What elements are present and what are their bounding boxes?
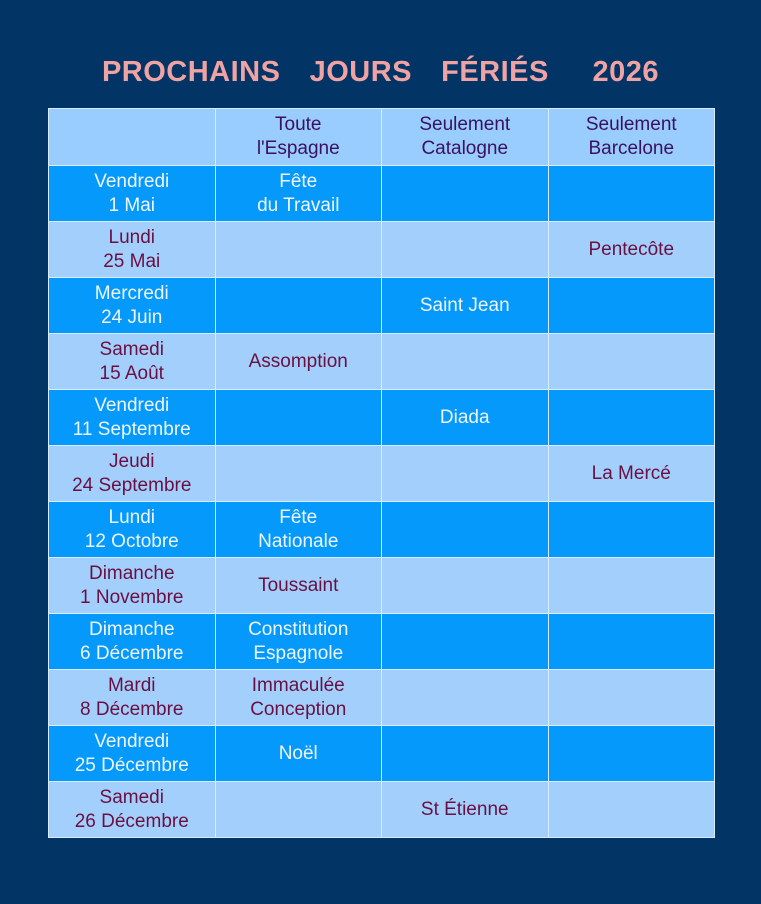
table-row: Lundi 25 Mai Pentecôte bbox=[48, 221, 715, 278]
table-row: Jeudi 24 Septembre La Mercé bbox=[48, 445, 715, 502]
cell-catalonia bbox=[381, 165, 549, 222]
table-row: Samedi 15 Août Assomption bbox=[48, 333, 715, 390]
table-row: Vendredi 1 Mai Fête du Travail bbox=[48, 165, 715, 222]
cell-catalonia bbox=[381, 613, 549, 670]
cell-catalonia bbox=[381, 557, 549, 614]
cell-date: Samedi 26 Décembre bbox=[48, 781, 216, 838]
cell-spain bbox=[214, 445, 382, 502]
header-cell-catalonia: Seulement Catalogne bbox=[381, 108, 549, 166]
cell-spain bbox=[214, 389, 382, 446]
cell-barcelona bbox=[547, 613, 715, 670]
table-row: Mercredi 24 Juin Saint Jean bbox=[48, 277, 715, 334]
cell-barcelona bbox=[547, 501, 715, 558]
cell-date: Mercredi 24 Juin bbox=[48, 277, 216, 334]
table-row: Lundi 12 Octobre Fête Nationale bbox=[48, 501, 715, 558]
cell-catalonia bbox=[381, 501, 549, 558]
cell-spain: Constitution Espagnole bbox=[214, 613, 382, 670]
page-title: PROCHAINS JOURS FÉRIÉS 2026 bbox=[101, 56, 660, 88]
cell-date: Jeudi 24 Septembre bbox=[48, 445, 216, 502]
holidays-table: Toute l'Espagne Seulement Catalogne Seulem… bbox=[48, 108, 715, 838]
cell-spain: Immaculée Conception bbox=[214, 669, 382, 726]
cell-date: Lundi 12 Octobre bbox=[48, 501, 216, 558]
cell-catalonia bbox=[381, 445, 549, 502]
header-cell-spain: Toute l'Espagne bbox=[214, 108, 382, 166]
table-row: Mardi 8 Décembre Immaculée Conception bbox=[48, 669, 715, 726]
cell-date: Vendredi 1 Mai bbox=[48, 165, 216, 222]
header-cell-date bbox=[48, 108, 216, 166]
cell-date: Vendredi 25 Décembre bbox=[48, 725, 216, 782]
cell-date: Lundi 25 Mai bbox=[48, 221, 216, 278]
cell-date: Samedi 15 Août bbox=[48, 333, 216, 390]
table-row: Samedi 26 Décembre St Étienne bbox=[48, 781, 715, 838]
cell-catalonia bbox=[381, 725, 549, 782]
cell-barcelona bbox=[547, 725, 715, 782]
cell-date: Mardi 8 Décembre bbox=[48, 669, 216, 726]
cell-catalonia: Saint Jean bbox=[381, 277, 549, 334]
table-row: Vendredi 25 Décembre Noël bbox=[48, 725, 715, 782]
cell-catalonia: St Étienne bbox=[381, 781, 549, 838]
cell-barcelona bbox=[547, 781, 715, 838]
cell-spain: Toussaint bbox=[214, 557, 382, 614]
table-row: Dimanche 1 Novembre Toussaint bbox=[48, 557, 715, 614]
cell-catalonia bbox=[381, 333, 549, 390]
cell-spain: Fête Nationale bbox=[214, 501, 382, 558]
cell-barcelona bbox=[547, 669, 715, 726]
cell-spain bbox=[214, 277, 382, 334]
cell-catalonia: Diada bbox=[381, 389, 549, 446]
cell-barcelona: La Mercé bbox=[547, 445, 715, 502]
table-row: Vendredi 11 Septembre Diada bbox=[48, 389, 715, 446]
header-row: Toute l'Espagne Seulement Catalogne Seulem… bbox=[48, 108, 715, 166]
cell-spain bbox=[214, 221, 382, 278]
cell-spain: Assomption bbox=[214, 333, 382, 390]
header-cell-barcelona: Seulement Barcelone bbox=[547, 108, 715, 166]
cell-barcelona bbox=[547, 333, 715, 390]
cell-spain bbox=[214, 781, 382, 838]
cell-barcelona bbox=[547, 557, 715, 614]
cell-spain: Noël bbox=[214, 725, 382, 782]
cell-barcelona: Pentecôte bbox=[547, 221, 715, 278]
cell-spain: Fête du Travail bbox=[214, 165, 382, 222]
cell-barcelona bbox=[547, 277, 715, 334]
cell-date: Vendredi 11 Septembre bbox=[48, 389, 216, 446]
cell-catalonia bbox=[381, 669, 549, 726]
table-row: Dimanche 6 Décembre Constitution Espagnol… bbox=[48, 613, 715, 670]
cell-date: Dimanche 6 Décembre bbox=[48, 613, 216, 670]
cell-catalonia bbox=[381, 221, 549, 278]
cell-barcelona bbox=[547, 389, 715, 446]
cell-date: Dimanche 1 Novembre bbox=[48, 557, 216, 614]
cell-barcelona bbox=[547, 165, 715, 222]
